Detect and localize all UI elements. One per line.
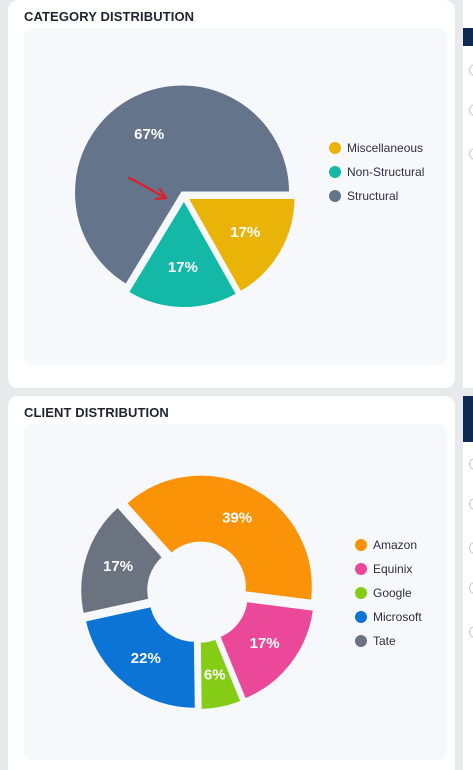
category-slice-label-non-structural: 17% — [168, 259, 198, 276]
client-slice-label-tate: 17% — [103, 558, 133, 575]
client-donut-chart: 39% 17% 6% 22% 17% Amazon Equinix Google Microso… — [79, 473, 422, 711]
client-slice-amazon[interactable] — [125, 473, 314, 602]
red-arrow-head — [154, 187, 168, 201]
client-legend-swatch-google — [355, 587, 367, 599]
client-legend-label-amazon[interactable]: Amazon — [373, 538, 417, 552]
client-legend-label-google[interactable]: Google — [373, 586, 412, 600]
adjacent-header-bar — [463, 28, 473, 46]
category-legend-label-miscellaneous[interactable]: Miscellaneous — [347, 141, 423, 155]
category-legend-label-structural[interactable]: Structural — [347, 189, 398, 203]
category-slice-structural[interactable] — [73, 83, 292, 286]
category-slice-miscellaneous[interactable] — [186, 197, 297, 294]
category-legend-label-non-structural[interactable]: Non-Structural — [347, 165, 424, 179]
client-distribution-title: CLIENT DISTRIBUTION — [24, 405, 169, 420]
client-slice-label-equinix: 17% — [250, 635, 280, 652]
adjacent-radio-icon[interactable] — [469, 458, 473, 470]
client-legend-swatch-tate — [355, 635, 367, 647]
client-slice-google[interactable] — [198, 637, 243, 711]
client-legend-label-equinix[interactable]: Equinix — [373, 562, 412, 576]
client-slice-microsoft[interactable] — [83, 605, 197, 710]
category-legend-swatch-non-structural — [329, 166, 341, 178]
client-slice-equinix[interactable] — [218, 600, 315, 701]
adjacent-radio-icon[interactable] — [469, 64, 473, 76]
adjacent-radio-icon[interactable] — [469, 582, 473, 594]
category-distribution-title: CATEGORY DISTRIBUTION — [24, 9, 195, 24]
client-slice-label-microsoft: 22% — [131, 650, 161, 667]
adjacent-header-bar — [463, 396, 473, 442]
adjacent-panel-edge — [463, 396, 473, 770]
client-chart-panel: 39% 17% 6% 22% 17% Amazon Equinix Google Microso… — [24, 424, 447, 760]
category-chart-panel: 17% 17% 67% Miscellaneous Non-Structural Stru… — [24, 28, 447, 365]
client-legend-swatch-equinix — [355, 563, 367, 575]
category-slice-non-structural[interactable] — [127, 199, 238, 309]
category-legend-swatch-structural — [329, 190, 341, 202]
client-legend-label-microsoft[interactable]: Microsoft — [373, 610, 422, 624]
adjacent-radio-icon[interactable] — [469, 542, 473, 554]
adjacent-radio-icon[interactable] — [469, 104, 473, 116]
adjacent-radio-icon[interactable] — [469, 626, 473, 638]
client-slice-tate[interactable] — [79, 505, 164, 616]
red-arrow-annotation — [127, 176, 168, 200]
client-slice-label-google: 6% — [204, 666, 226, 683]
category-slice-label-structural: 67% — [134, 126, 164, 143]
category-pie-chart: 17% 17% 67% Miscellaneous Non-Structural Stru… — [73, 83, 424, 309]
category-legend-swatch-miscellaneous — [329, 142, 341, 154]
category-distribution-card: CATEGORY DISTRIBUTION 17% 17% 67% Miscellan… — [8, 0, 455, 388]
adjacent-radio-icon[interactable] — [469, 498, 473, 510]
client-slice-label-amazon: 39% — [222, 510, 252, 527]
category-slice-label-miscellaneous: 17% — [230, 224, 260, 241]
adjacent-panel-edge — [463, 0, 473, 388]
client-legend-label-tate[interactable]: Tate — [373, 634, 396, 648]
client-legend-swatch-microsoft — [355, 611, 367, 623]
client-legend-swatch-amazon — [355, 539, 367, 551]
adjacent-radio-icon[interactable] — [469, 148, 473, 160]
client-distribution-card: CLIENT DISTRIBUTION 39% 17% 6% 22% 17% Amazon… — [8, 396, 455, 770]
